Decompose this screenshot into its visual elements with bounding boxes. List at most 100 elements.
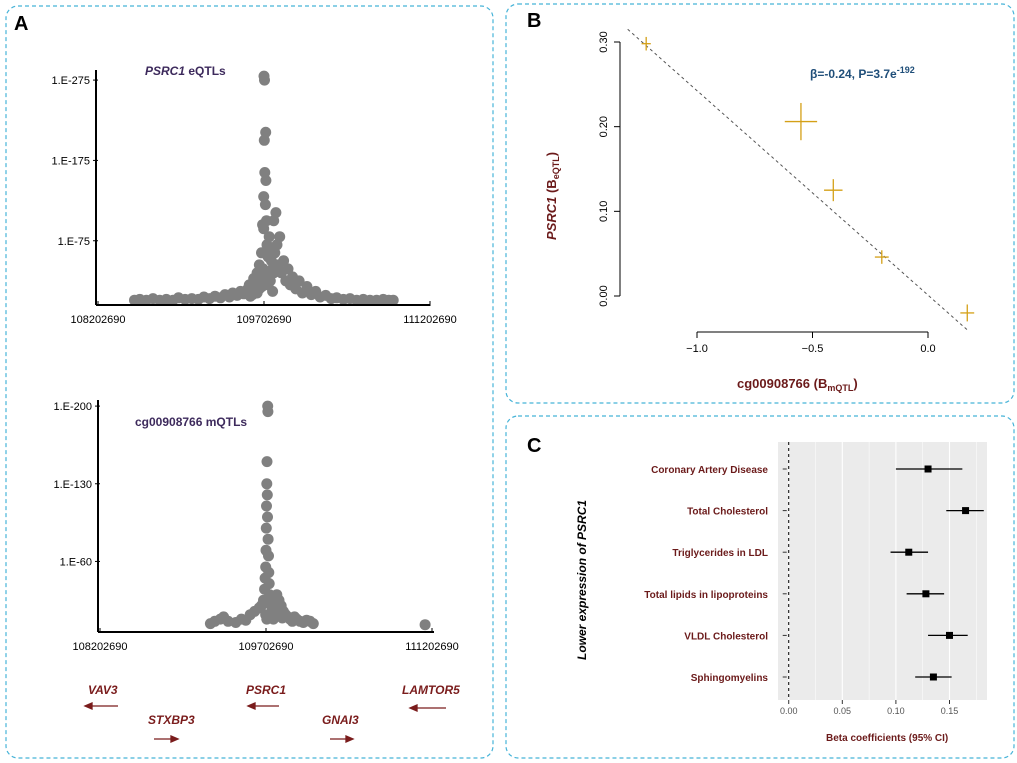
- eqtl-point: [244, 290, 256, 302]
- eqtl-point: [258, 247, 270, 259]
- gene-stxbp3-arrow: [154, 735, 180, 743]
- regression-line: [627, 28, 968, 331]
- eqtl-point: [260, 126, 272, 138]
- forest-x-tick-label: 0.00: [780, 706, 798, 716]
- eqtl-title: PSRC1 eQTLs: [145, 64, 226, 78]
- forest-item-label: VLDL Cholesterol: [684, 631, 768, 642]
- forest-estimate: [924, 465, 932, 473]
- regression-stat-exponent: -192: [897, 65, 915, 75]
- eqtl-ticks: 1.E-275 1.E-175 1.E-75 108202690 109702690 11…: [51, 75, 456, 326]
- eqtl-title-rest: eQTLs: [185, 64, 226, 78]
- mqtl-y-tick-label: 1.E-60: [60, 556, 92, 568]
- eqtl-point: [259, 74, 270, 86]
- forest-estimate: [929, 673, 937, 681]
- mqtl-point: [261, 456, 273, 468]
- regression-points: [641, 36, 975, 322]
- mqtl-points: [204, 400, 431, 631]
- regression-point: [874, 250, 889, 264]
- regression-x-tick-label: −1.0: [686, 343, 708, 355]
- eqtl-title-gene: PSRC1: [145, 64, 185, 78]
- eqtl-point: [278, 255, 290, 267]
- forest-item-label: Total Cholesterol: [687, 507, 768, 518]
- forest-x-tick-label: 0.05: [834, 706, 852, 716]
- regression-ylabel-sub: eQTL: [551, 156, 561, 180]
- forest-item-label: Sphingomyelins: [691, 673, 769, 684]
- mqtl-x-tick-label: 108202690: [72, 641, 127, 653]
- forest-plot-background: [778, 442, 987, 700]
- forest-ylabel: Lower expression of PSRC1: [575, 500, 589, 660]
- regression-xlabel-sub: mQTL: [827, 383, 854, 393]
- gene-vav3-label: VAV3: [88, 683, 118, 697]
- regression-ylabel-main: (B: [544, 179, 559, 196]
- forest-x-tick-label: 0.10: [887, 706, 905, 716]
- eqtl-y-tick-label: 1.E-75: [58, 236, 90, 248]
- eqtl-x-tick-label: 108202690: [70, 314, 125, 326]
- regression-y-tick-label: 0.00: [598, 285, 610, 306]
- panel-a-label: A: [14, 13, 28, 35]
- eqtl-x-tick-label: 109702690: [236, 314, 291, 326]
- gene-stxbp3-label: STXBP3: [148, 713, 195, 727]
- forest-xlabel: Beta coefficients (95% CI): [826, 733, 948, 744]
- gene-vav3-arrow: [83, 702, 118, 710]
- gene-lamtor5-label: LAMTOR5: [402, 683, 460, 697]
- forest-item-label: Coronary Artery Disease: [651, 465, 768, 476]
- panel-c-label: C: [527, 435, 541, 457]
- gene-gnai3-arrow: [330, 735, 355, 743]
- forest-estimate: [922, 590, 930, 598]
- forest-item-label: Total lipids in lipoproteins: [644, 590, 768, 601]
- regression-point: [784, 102, 818, 141]
- regression-point: [960, 304, 975, 322]
- mqtl-point: [260, 522, 272, 534]
- regression-ylabel: PSRC1 (BeQTL): [544, 152, 561, 240]
- mqtl-point: [261, 478, 273, 490]
- forest-item-label: Triglycerides in LDL: [672, 548, 768, 559]
- mqtl-point: [261, 613, 273, 625]
- mqtl-point: [262, 533, 274, 545]
- forest-estimate: [962, 507, 970, 515]
- mqtl-title: cg00908766 mQTLs: [135, 415, 247, 429]
- eqtl-point: [267, 285, 279, 297]
- regression-y-tick-label: 0.20: [598, 116, 610, 137]
- regression-x-tick-label: −0.5: [802, 343, 824, 355]
- mqtl-point: [261, 500, 272, 512]
- panel-c-border: [505, 415, 1015, 759]
- mqtl-point: [419, 619, 431, 631]
- eqtl-point: [270, 207, 282, 219]
- mqtl-point: [262, 511, 273, 523]
- gene-lamtor5-arrow: [408, 704, 446, 712]
- eqtl-point: [387, 294, 399, 306]
- eqtl-point: [263, 231, 275, 243]
- regression-ylabel-end: ): [544, 152, 559, 156]
- eqtl-y-tick-label: 1.E-175: [51, 155, 90, 167]
- mqtl-x-tick-label: 109702690: [238, 641, 293, 653]
- eqtl-y-tick-label: 1.E-275: [51, 75, 90, 87]
- eqtl-x-tick-label: 111202690: [403, 314, 456, 326]
- mqtl-point: [307, 618, 319, 630]
- eqtl-plot: PSRC1 eQTLs 1.E-275 1.E-175 1.E-75 10820269…: [51, 64, 456, 326]
- gene-psrc1-arrow: [246, 702, 279, 710]
- mqtl-plot: cg00908766 mQTLs 1.E-200 1.E-130 1.E-60 108…: [53, 400, 459, 653]
- forest-ylabel-main: Lower expression of: [575, 540, 589, 660]
- eqtl-point: [260, 175, 272, 186]
- mqtl-point: [261, 489, 273, 501]
- forest-x-ticks: 0.00 0.05 0.10 0.15: [780, 700, 958, 716]
- forest-estimate: [945, 631, 953, 639]
- eqtl-point: [293, 275, 305, 287]
- gene-track: VAV3 STXBP3 PSRC1 GNAI3 LAMTOR5: [83, 683, 460, 743]
- eqtl-point: [259, 199, 271, 211]
- gene-psrc1-label: PSRC1: [246, 683, 286, 697]
- eqtl-points: [129, 70, 399, 306]
- mqtl-x-tick-label: 111202690: [405, 641, 458, 653]
- regression-plot: 0.00 0.10 0.20 0.30 −1.0 −0.5 0.0 β=-0.24, P=3…: [544, 28, 975, 393]
- regression-xlabel: cg00908766 (BmQTL): [737, 376, 858, 393]
- forest-x-tick-label: 0.15: [941, 706, 959, 716]
- regression-y-tick-label: 0.30: [598, 31, 610, 52]
- eqtl-point: [301, 281, 313, 292]
- eqtl-point: [282, 263, 294, 275]
- regression-stat-text: β=-0.24, P=3.7e: [810, 67, 897, 81]
- forest-plot: Coronary Artery Disease Total Cholesterol…: [575, 442, 987, 744]
- regression-xlabel-end: ): [853, 376, 857, 391]
- panel-b-label: B: [527, 10, 541, 32]
- eqtl-point: [274, 231, 286, 243]
- mqtl-y-tick-label: 1.E-200: [53, 401, 92, 413]
